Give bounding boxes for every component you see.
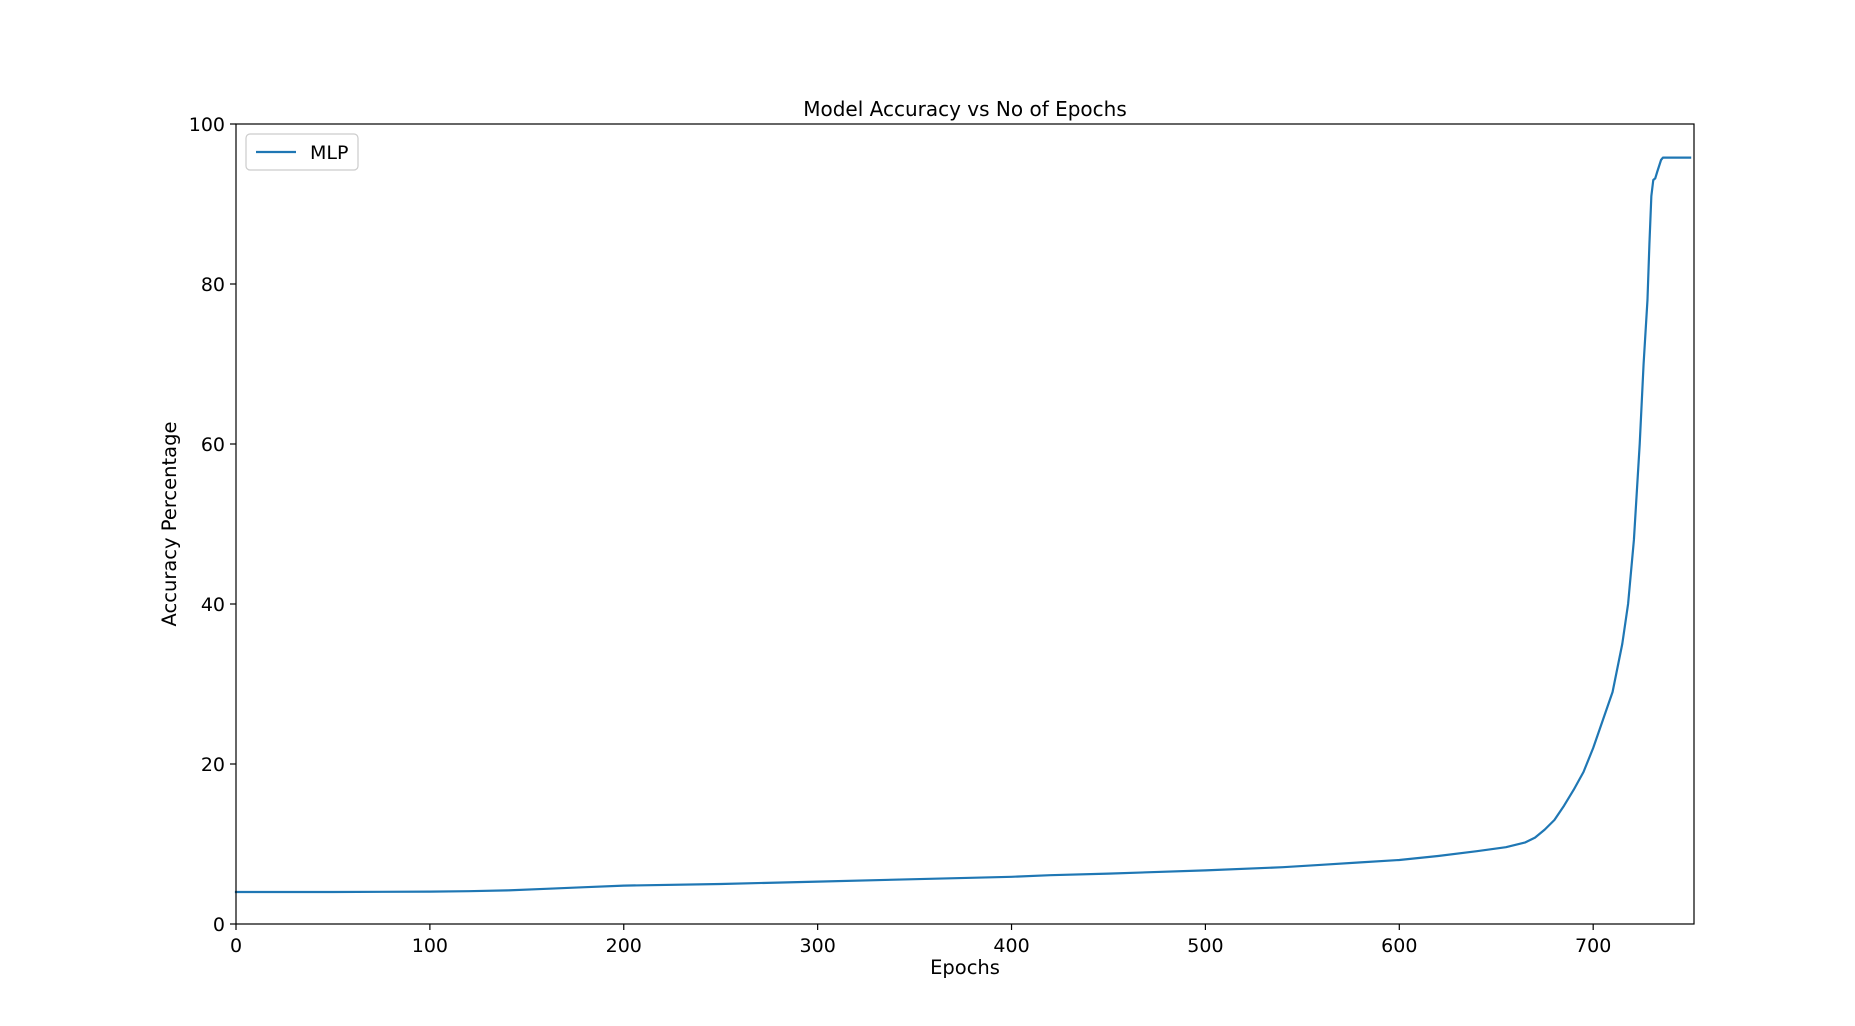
x-tick-label: 400 <box>993 935 1029 957</box>
x-tick-label: 100 <box>412 935 448 957</box>
chart-title: Model Accuracy vs No of Epochs <box>803 97 1127 121</box>
x-tick-label: 600 <box>1381 935 1417 957</box>
y-tick-label: 80 <box>201 274 225 296</box>
y-tick-label: 20 <box>201 754 225 776</box>
x-tick-label: 0 <box>230 935 242 957</box>
x-tick-label: 200 <box>606 935 642 957</box>
plot-frame <box>235 123 1695 925</box>
y-tick-label: 100 <box>189 114 225 136</box>
y-tick-label: 60 <box>201 434 225 456</box>
legend: MLP <box>245 133 359 171</box>
x-tick-label: 500 <box>1187 935 1223 957</box>
y-tick-label: 40 <box>201 594 225 616</box>
legend-label: MLP <box>310 142 348 164</box>
x-tick-label: 700 <box>1575 935 1611 957</box>
legend-box <box>245 133 359 171</box>
x-tick-label: 300 <box>800 935 836 957</box>
series-line-mlp <box>234 156 1692 894</box>
x-axis-title: Epochs <box>930 956 1000 979</box>
y-axis-title: Accuracy Percentage <box>158 422 181 627</box>
y-tick-label: 0 <box>213 914 225 936</box>
